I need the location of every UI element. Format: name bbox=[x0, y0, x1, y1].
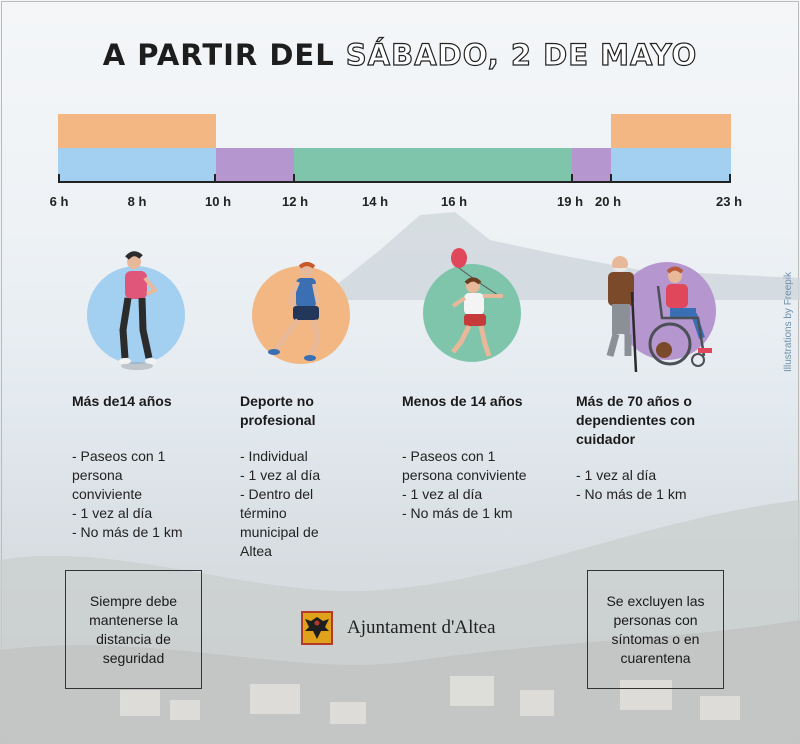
segment-adults-morning bbox=[58, 148, 216, 182]
walker-illustration bbox=[87, 248, 187, 378]
rules-list-over70: - 1 vez al día - No más de 1 km bbox=[576, 466, 686, 504]
rule-line: - Dentro del bbox=[240, 486, 314, 502]
rule-line: Altea bbox=[240, 543, 272, 559]
rule-line: - 1 vez al día bbox=[72, 505, 153, 521]
tick bbox=[729, 174, 731, 183]
group-title-sport: Deporte no profesional bbox=[240, 393, 316, 428]
notice-exclusion: Se excluyen las personas con síntomas o … bbox=[587, 570, 724, 689]
title-part2: SÁBADO, 2 DE MAYO bbox=[345, 37, 698, 72]
elderly-illustration bbox=[590, 252, 730, 387]
rules-list-sport: - Individual - 1 vez al día - Dentro del… bbox=[240, 447, 320, 561]
child-illustration bbox=[423, 246, 533, 366]
group-title-over14: Más de14 años bbox=[72, 393, 172, 409]
segment-elderly-evening bbox=[611, 114, 731, 148]
rule-line: - No más de 1 km bbox=[402, 505, 513, 521]
rule-line: conviviente bbox=[72, 486, 143, 502]
page-title: A PARTIR DEL SÁBADO, 2 DE MAYO bbox=[0, 37, 800, 72]
hour-label: 19 h bbox=[556, 194, 584, 209]
rule-line: municipal de bbox=[240, 524, 319, 540]
rule-line: - 1 vez al día bbox=[240, 467, 321, 483]
rule-line: persona bbox=[72, 467, 123, 483]
rule-line: - 1 vez al día bbox=[402, 486, 483, 502]
tick bbox=[293, 174, 295, 183]
notice-distance: Siempre debe mantenerse la distancia de … bbox=[65, 570, 202, 689]
coat-of-arms-icon bbox=[301, 611, 333, 645]
rule-line: - Paseos con 1 bbox=[402, 448, 496, 464]
hour-label: 23 h bbox=[715, 194, 743, 209]
segment-children-morning bbox=[216, 148, 294, 182]
schedule-timeline bbox=[58, 114, 731, 184]
segment-children-evening bbox=[572, 148, 611, 182]
group-title-over70: Más de 70 años o dependientes con cuidad… bbox=[576, 393, 696, 447]
hour-label: 12 h bbox=[281, 194, 309, 209]
rule-line: persona conviviente bbox=[402, 467, 527, 483]
hour-label: 14 h bbox=[361, 194, 389, 209]
title-part1: A PARTIR DEL bbox=[102, 38, 335, 72]
rule-line: término bbox=[240, 505, 287, 521]
hour-label: 20 h bbox=[594, 194, 622, 209]
hour-label: 8 h bbox=[127, 194, 147, 209]
hour-label: 16 h bbox=[440, 194, 468, 209]
segment-adults-evening bbox=[611, 148, 731, 182]
rules-list-over14: - Paseos con 1 persona conviviente - 1 v… bbox=[72, 447, 182, 542]
tick bbox=[214, 174, 216, 183]
rule-line: - No más de 1 km bbox=[576, 486, 687, 502]
hour-label: 10 h bbox=[204, 194, 232, 209]
tick bbox=[58, 174, 60, 183]
rules-list-under14: - Paseos con 1 persona conviviente - 1 v… bbox=[402, 447, 527, 523]
timeline-axis bbox=[58, 181, 731, 183]
logo-name: Ajuntament d'Altea bbox=[347, 617, 496, 638]
tick bbox=[610, 174, 612, 183]
rule-line: - Paseos con 1 bbox=[72, 448, 166, 464]
segment-sport-midday bbox=[294, 148, 572, 182]
rule-line: - No más de 1 km bbox=[72, 524, 183, 540]
runner-illustration bbox=[252, 262, 352, 372]
ajuntament-logo: Ajuntament d'Altea bbox=[301, 611, 496, 645]
hour-label: 6 h bbox=[49, 194, 69, 209]
group-title-under14: Menos de 14 años bbox=[402, 393, 523, 409]
rule-line: - Individual bbox=[240, 448, 308, 464]
tick bbox=[571, 174, 573, 183]
rule-line: - 1 vez al día bbox=[576, 467, 657, 483]
illustration-credit: Illustrations by Freepik bbox=[783, 271, 794, 372]
segment-elderly-morning bbox=[58, 114, 216, 148]
